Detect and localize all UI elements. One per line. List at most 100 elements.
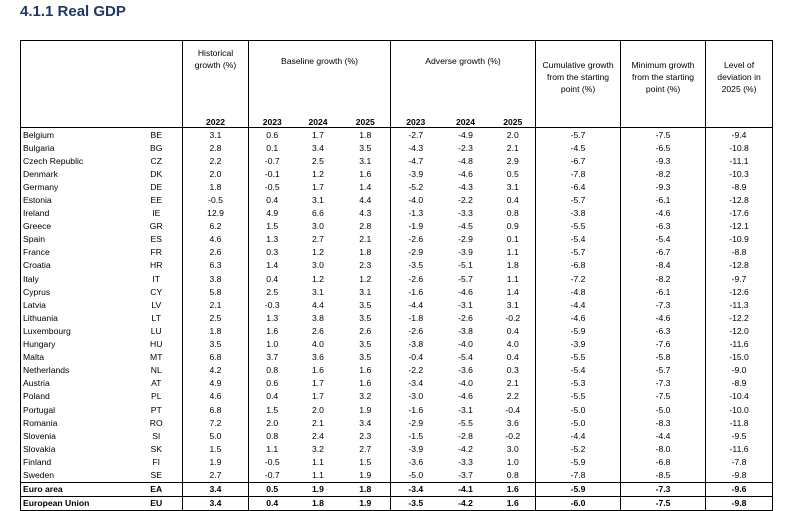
value-cell: 0.5 xyxy=(248,481,296,497)
header-cell: Cumulative growth from the starting poin… xyxy=(535,40,622,128)
value-cell: 0.4 xyxy=(266,391,279,402)
value-cell: -6.7 xyxy=(535,154,622,168)
value-cell: 7.2 xyxy=(182,416,249,430)
value-cell: -5.0 xyxy=(535,402,622,417)
value-cell: -0.5 xyxy=(264,181,280,192)
value-cell: 2.1 xyxy=(340,232,392,246)
value-cell: 1.5 xyxy=(182,442,249,456)
year-header: 2025 xyxy=(340,113,392,128)
value-cell: 0.8 xyxy=(266,365,279,376)
value-cell: 2.6 xyxy=(340,324,392,338)
country-code: LV xyxy=(130,298,183,312)
value-cell: -4.4 xyxy=(620,429,707,443)
value-cell: -3.6 xyxy=(408,456,424,467)
value-cell: -5.7 xyxy=(535,245,622,259)
value-cell: -8.9 xyxy=(731,378,747,389)
value-cell: 4.3 xyxy=(340,206,392,220)
value-cell: 0.4 xyxy=(266,195,279,206)
value-cell: 1.9 xyxy=(340,495,392,511)
value-cell: 3.5 xyxy=(340,298,392,312)
value-cell: 1.9 xyxy=(340,468,392,483)
value-cell: -12.1 xyxy=(729,221,749,232)
value-cell: -4.5 xyxy=(458,221,473,232)
value-cell: -9.4 xyxy=(731,129,747,140)
value-cell: 2.9 xyxy=(490,154,537,168)
value-cell: 3.5 xyxy=(340,141,392,155)
value-cell: 3.1 xyxy=(340,285,392,299)
value-cell: 3.1 xyxy=(312,286,324,297)
value-cell: 1.3 xyxy=(266,312,279,323)
value-cell: 1.2 xyxy=(312,168,324,179)
value-cell: 0.1 xyxy=(490,232,537,246)
value-cell: 2.0 xyxy=(312,404,324,415)
country-code: SE xyxy=(130,468,183,483)
country-name: Latvia xyxy=(23,299,46,310)
value-cell: -5.4 xyxy=(620,232,707,246)
country-name: Portugal xyxy=(23,404,56,415)
value-cell: -5.3 xyxy=(535,376,622,390)
value-cell: -4.1 xyxy=(440,481,491,497)
value-cell: -5.0 xyxy=(620,402,707,417)
value-cell: -9.5 xyxy=(731,430,747,441)
value-cell: -3.1 xyxy=(458,299,473,310)
header-cell: Adverse growth (%) xyxy=(390,40,537,113)
value-cell: 1.6 xyxy=(340,363,392,377)
value-cell: -6.7 xyxy=(620,245,707,259)
country-code: EU xyxy=(130,495,183,511)
value-cell: -4.6 xyxy=(458,391,473,402)
country-code: BG xyxy=(130,141,183,155)
value-cell: -11.1 xyxy=(729,155,749,166)
value-cell: 2.7 xyxy=(340,442,392,456)
value-cell: -6.3 xyxy=(620,219,707,233)
value-cell: -12.8 xyxy=(729,260,749,271)
value-cell: -5.5 xyxy=(458,417,473,428)
value-cell: -3.5 xyxy=(408,260,424,271)
table-row: Cyprus CY 5.8 2.5 3.1 3.1 -1.6 -4.6 1.4 -4.8 -6.1 -… xyxy=(21,285,773,299)
value-cell: -7.5 xyxy=(620,389,707,403)
value-cell: -12.2 xyxy=(729,312,749,323)
value-cell: -9.0 xyxy=(731,365,747,376)
country-name: Luxembourg xyxy=(23,325,71,336)
value-cell: -7.6 xyxy=(620,337,707,351)
value-cell: -2.9 xyxy=(408,417,424,428)
table-row: Italy IT 3.8 0.4 1.2 1.2 -2.6 -5.7 1.1 -7.2 -8.2 -9… xyxy=(21,272,773,286)
value-cell: -3.9 xyxy=(408,168,424,179)
value-cell: 1.8 xyxy=(340,245,392,259)
value-cell: -2.9 xyxy=(458,234,473,245)
value-cell: -4.0 xyxy=(408,195,424,206)
table-row: Luxembourg LU 1.8 1.6 2.6 2.6 -2.6 -3.8 0.4 -5.9-… xyxy=(21,324,773,338)
value-cell: -4.6 xyxy=(458,168,473,179)
value-cell: -5.2 xyxy=(408,181,424,192)
value-cell: -5.4 xyxy=(535,232,622,246)
value-cell: -5.0 xyxy=(408,469,424,480)
value-cell: -3.4 xyxy=(390,481,441,497)
value-cell: -15.0 xyxy=(729,352,749,363)
value-cell: 3.4 xyxy=(182,481,249,497)
country-code: IT xyxy=(130,272,183,286)
value-cell: 2.2 xyxy=(182,154,249,168)
value-cell: 0.4 xyxy=(490,324,537,338)
table-row: Bulgaria BG 2.8 0.1 3.4 3.5 -4.3 -2.3 2.1 -4.5 -6.… xyxy=(21,141,773,155)
value-cell: 2.3 xyxy=(340,429,392,443)
country-name: Czech Republic xyxy=(23,155,84,166)
value-cell: -7.3 xyxy=(620,376,707,390)
country-code: PT xyxy=(130,402,183,417)
country-code: MT xyxy=(130,350,183,364)
value-cell: -10.3 xyxy=(729,168,749,179)
value-cell: -5.7 xyxy=(535,127,622,142)
value-cell: -4.6 xyxy=(535,311,622,325)
value-cell: 3.8 xyxy=(182,272,249,286)
country-code: LU xyxy=(130,324,183,338)
value-cell: -4.0 xyxy=(458,378,473,389)
value-cell: 4.9 xyxy=(182,376,249,390)
country-code: HU xyxy=(130,337,183,351)
value-cell: 3.2 xyxy=(340,389,392,403)
value-cell: 1.1 xyxy=(490,245,537,259)
value-cell: -9.3 xyxy=(620,180,707,194)
value-cell: -6.0 xyxy=(535,495,622,511)
value-cell: -7.5 xyxy=(620,495,707,511)
country-name: Finland xyxy=(23,456,52,467)
value-cell: 3.0 xyxy=(312,260,324,271)
value-cell: 12.9 xyxy=(182,206,249,220)
table-row: European Union EU 3.4 0.4 1.8 1.9 -3.5 -4.2 1.6-… xyxy=(20,495,773,511)
